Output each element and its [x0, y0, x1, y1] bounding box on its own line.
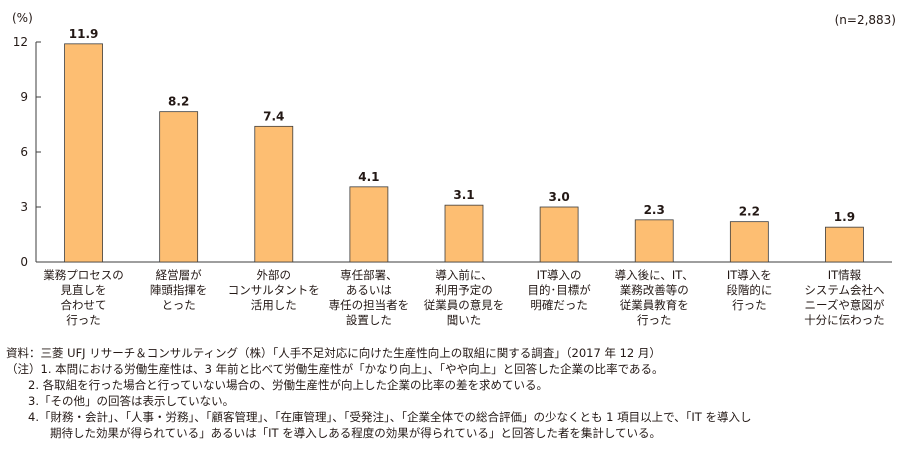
y-tick-label: 3	[20, 200, 28, 214]
bar-value-label: 11.9	[69, 27, 99, 41]
sample-size-note: (n=2,883)	[835, 13, 896, 27]
category-label: 明確だった	[530, 298, 588, 312]
category-label: 聞いた	[447, 313, 482, 327]
note-2: 2. 各取組を行った場合と行っていない場合の、労働生産性が向上した企業の比率の差…	[28, 378, 549, 392]
bar	[539, 206, 579, 263]
category-label: 専任の担当者を	[329, 298, 410, 312]
category-label: 行った	[732, 298, 767, 312]
category-label: 合わせて	[61, 298, 107, 312]
category-label: 利用予定の	[435, 283, 493, 297]
category-label: システム会社へ	[804, 283, 884, 297]
note-3: 3.「その他」の回答は表示していない。	[28, 394, 235, 408]
bar-value-label: 8.2	[168, 95, 189, 109]
bar-value-label: 7.4	[263, 109, 284, 123]
category-label: 導入前に、	[435, 268, 492, 282]
category-label: 活用した	[251, 298, 297, 312]
category-label: 導入後に、IT、	[615, 268, 694, 282]
note-1: （注）1. 本問における労働生産性は、3 年前と比べて労働生産性が「かなり向上」…	[6, 362, 664, 376]
bar-value-label: 2.3	[644, 203, 665, 217]
category-labels: 業務プロセスの見直しを合わせて行った経営層が陣頭指揮をとった外部のコンサルタント…	[43, 268, 885, 327]
y-unit-label: (%)	[12, 11, 33, 25]
category-label: 従業員の意見を	[424, 298, 505, 312]
bar-value-label: 1.9	[834, 210, 855, 224]
category-label: 業務改善等の	[620, 283, 689, 297]
category-label: 経営層が	[156, 268, 202, 282]
category-label: 従業員教育を	[620, 298, 689, 312]
bar-value-label: 2.2	[739, 205, 760, 219]
category-label: 陣頭指揮を	[150, 283, 208, 297]
value-labels: 11.9 8.2 7.4 4.1 3.1 3.0 2.3 2.2 1.9	[69, 27, 855, 224]
bar	[444, 204, 484, 263]
y-tick-label: 6	[20, 145, 28, 159]
bar-chart: (%) (n=2,883) 0 3 6 9 12 11.9 8.2 7.4 4.1 3.1 3.0…	[12, 11, 896, 327]
bar	[159, 111, 199, 263]
bar	[254, 125, 294, 263]
note-4-continued: 期待した効果が得られている」あるいは「IT を導入しある程度の効果が得られている…	[50, 426, 662, 440]
category-label: 段階的に	[726, 283, 772, 297]
category-label: IT導入を	[727, 268, 772, 282]
category-label: IT導入の	[537, 268, 582, 282]
category-label: 見直しを	[61, 283, 107, 297]
category-label: あるいは	[346, 283, 392, 297]
category-label: 十分に伝わった	[804, 313, 885, 327]
bar	[634, 219, 674, 263]
bar-value-label: 3.0	[548, 190, 569, 204]
bar	[349, 186, 389, 263]
y-tick-label: 9	[20, 90, 28, 104]
y-tick-label: 0	[20, 255, 28, 269]
category-label: IT情報	[828, 268, 862, 282]
bar	[729, 221, 769, 263]
notes-block: 資料：三菱 UFJ リサーチ＆コンサルティング（株）「人手不足対応に向けた生産性…	[6, 345, 906, 441]
category-label: 行った	[66, 313, 101, 327]
bar	[64, 43, 103, 263]
bar	[825, 226, 864, 263]
category-label: コンサルタントを	[228, 283, 320, 297]
source-note: 資料：三菱 UFJ リサーチ＆コンサルティング（株）「人手不足対応に向けた生産性…	[6, 346, 661, 360]
category-label: 目的･目標が	[527, 283, 591, 297]
bar-value-label: 3.1	[453, 188, 474, 202]
category-label: 外部の	[257, 268, 292, 282]
bars	[64, 43, 864, 263]
category-label: 行った	[637, 313, 672, 327]
category-label: 専任部署、	[340, 268, 398, 282]
y-tick-label: 12	[13, 35, 28, 49]
category-label: 業務プロセスの	[43, 268, 124, 282]
category-label: とった	[162, 298, 196, 312]
bar-value-label: 4.1	[358, 170, 379, 184]
category-label: 設置した	[346, 313, 392, 327]
note-4: 4.「財務・会計」、「人事・労務」、「顧客管理」、「在庫管理」、「受発注」、「企…	[28, 410, 752, 424]
category-label: ニーズや意図が	[804, 298, 884, 312]
